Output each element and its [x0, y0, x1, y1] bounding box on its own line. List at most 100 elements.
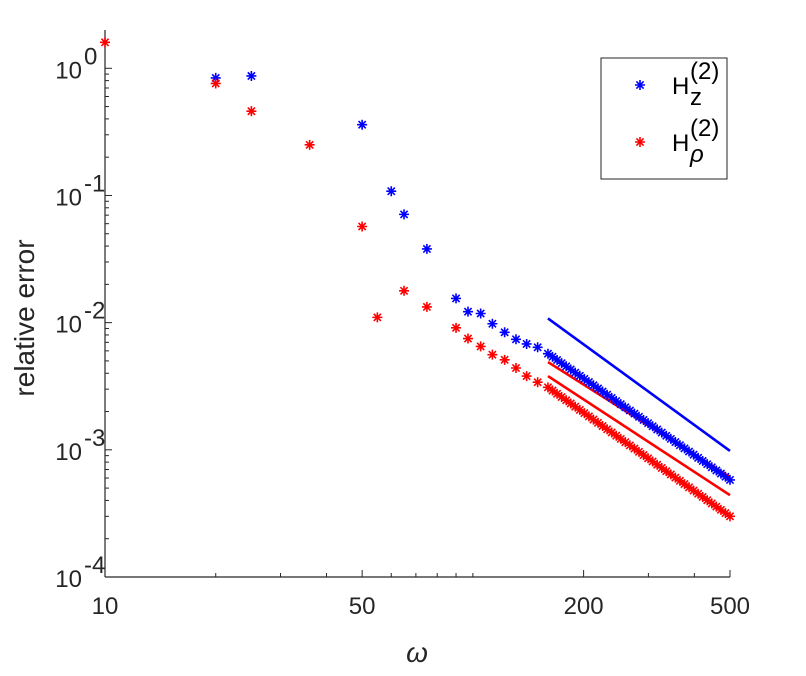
data-point [661, 430, 672, 441]
data-point [711, 465, 722, 476]
data-point-glyph [451, 322, 462, 333]
data-point-glyph [246, 106, 257, 117]
data-point [386, 186, 397, 197]
data-point [570, 401, 581, 412]
data-point-glyph [499, 327, 510, 338]
legend-marker [635, 137, 645, 147]
data-point-glyph [597, 386, 608, 397]
data-point [725, 474, 735, 485]
data-point-glyph [547, 385, 558, 396]
data-point [565, 364, 576, 375]
data-point [588, 414, 599, 425]
data-point-glyph [487, 318, 498, 329]
data-point-glyph [615, 399, 626, 410]
y-axis-label: relative error [9, 239, 40, 396]
legend-label: H [672, 130, 689, 157]
data-point [521, 338, 532, 349]
data-point [647, 456, 658, 467]
data-point-glyph [210, 72, 221, 83]
data-point-glyph [684, 446, 695, 457]
data-point-glyph [711, 465, 722, 476]
data-point [475, 341, 486, 352]
data-point [638, 414, 649, 425]
data-point [670, 472, 681, 483]
data-point [583, 377, 594, 388]
data-point [399, 209, 410, 220]
data-point [643, 418, 654, 429]
data-point-glyph [715, 468, 726, 479]
data-point [615, 399, 626, 410]
data-point [684, 482, 695, 493]
data-point [246, 70, 257, 81]
data-point [670, 437, 681, 448]
data-point-glyph [629, 443, 640, 454]
data-point [602, 389, 613, 400]
data-point [665, 469, 676, 480]
data-point-glyph [521, 371, 532, 382]
data-point [688, 485, 699, 496]
data-point [574, 404, 585, 415]
data-point-glyph [547, 351, 558, 362]
legend-label-superscript: (2) [690, 58, 719, 85]
data-point [602, 424, 613, 435]
data-point-glyph [565, 398, 576, 409]
y-tick-label-exponent: -3 [84, 425, 105, 452]
data-point-glyph [670, 472, 681, 483]
data-point-glyph [210, 78, 221, 89]
data-point [588, 380, 599, 391]
legend-label: H [672, 73, 689, 100]
legend: H(2)zH(2)ρ [600, 57, 728, 180]
data-point-glyph [624, 440, 635, 451]
data-point-glyph [574, 404, 585, 415]
data-point-glyph [565, 364, 576, 375]
legend-marker-glyph [635, 80, 645, 90]
legend-label-subscript: ρ [689, 141, 704, 168]
data-point [643, 453, 654, 464]
data-point-glyph [552, 355, 563, 366]
data-point-glyph [357, 221, 368, 232]
data-point-glyph [511, 334, 522, 345]
data-point [304, 139, 315, 150]
data-point-glyph [399, 285, 410, 296]
data-point-glyph [570, 401, 581, 412]
y-tick-label-exponent: 0 [84, 43, 97, 70]
data-point [720, 508, 731, 519]
data-point-glyph [706, 462, 717, 473]
data-point-glyph [652, 459, 663, 470]
data-point-glyph [715, 504, 726, 515]
data-point-glyph [720, 471, 731, 482]
data-point [593, 417, 604, 428]
data-point [715, 504, 726, 515]
data-point [638, 450, 649, 461]
data-point [463, 306, 474, 317]
y-tick-label-exponent: -1 [84, 170, 105, 197]
data-point [711, 501, 722, 512]
data-point [570, 367, 581, 378]
data-point [611, 430, 622, 441]
data-point-glyph [679, 479, 690, 490]
blue-slope-line [547, 317, 731, 452]
data-point-glyph [606, 392, 617, 403]
data-point-glyph [602, 424, 613, 435]
data-point [463, 333, 474, 344]
data-point [542, 348, 553, 359]
data-point [357, 221, 368, 232]
data-point-glyph [624, 405, 635, 416]
data-point [597, 421, 608, 432]
data-point [561, 395, 572, 406]
data-point [421, 243, 432, 254]
data-point [706, 462, 717, 473]
data-point-glyph [656, 427, 667, 438]
data-point [499, 327, 510, 338]
series-hrho [100, 37, 735, 522]
data-point-glyph [693, 488, 704, 499]
data-point-glyph [246, 70, 257, 81]
data-point-glyph [711, 501, 722, 512]
data-point-glyph [697, 455, 708, 466]
data-point [597, 386, 608, 397]
data-point-glyph [421, 301, 432, 312]
data-point [552, 355, 563, 366]
data-point [624, 440, 635, 451]
data-point-glyph [620, 437, 631, 448]
data-point-glyph [487, 349, 498, 360]
